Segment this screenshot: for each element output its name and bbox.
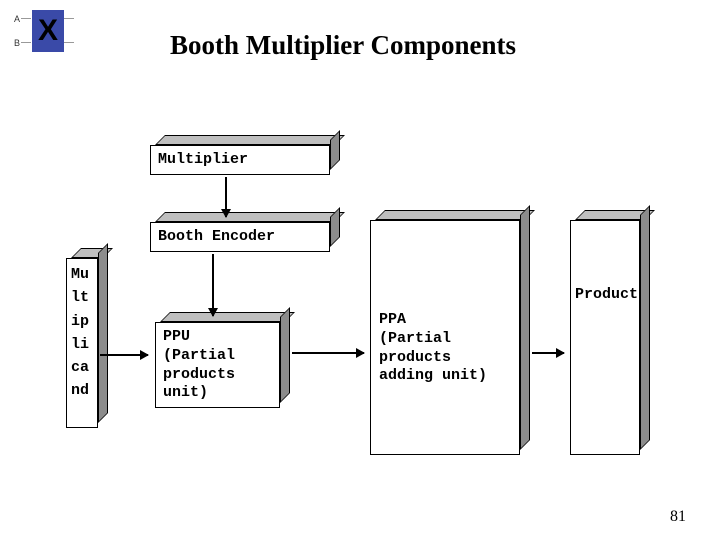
node-side-face — [98, 243, 108, 423]
node-label: PPU (Partial products unit) — [155, 322, 280, 408]
node-ppu: PPU (Partial products unit) — [155, 322, 280, 408]
multiplicand-label: Mu lt ip li ca nd — [71, 266, 89, 399]
node-top-face — [155, 212, 345, 222]
node-label: Mu lt ip li ca nd — [66, 258, 98, 428]
node-top-face — [160, 312, 295, 322]
multiplier-label: Multiplier — [158, 151, 248, 168]
arrow-multiplier-to-encoder — [225, 177, 227, 217]
diagram: Multiplier Booth Encoder Mu lt ip li ca … — [0, 0, 720, 540]
node-label: Product — [570, 220, 640, 455]
ppa-label: PPA (Partial products adding unit) — [379, 311, 487, 386]
node-multiplier: Multiplier — [150, 145, 330, 175]
node-side-face — [280, 307, 290, 403]
node-encoder: Booth Encoder — [150, 222, 330, 252]
node-multiplicand: Mu lt ip li ca nd — [66, 258, 98, 428]
node-side-face — [640, 205, 650, 450]
arrow-ppa-to-product — [532, 352, 564, 354]
arrow-encoder-to-ppu — [212, 254, 214, 316]
arrow-ppu-to-ppa — [292, 352, 364, 354]
node-ppa: PPA (Partial products adding unit) — [370, 220, 520, 455]
arrow-multiplicand-to-ppu — [100, 354, 148, 356]
page-number: 81 — [670, 508, 686, 526]
node-top-face — [155, 135, 345, 145]
encoder-label: Booth Encoder — [158, 228, 275, 245]
node-label: Booth Encoder — [150, 222, 330, 252]
node-side-face — [520, 205, 530, 450]
node-label: Multiplier — [150, 145, 330, 175]
node-product: Product — [570, 220, 640, 455]
ppu-label: PPU (Partial products unit) — [163, 328, 235, 401]
product-label: Product — [575, 286, 638, 305]
node-top-face — [375, 210, 535, 220]
node-label: PPA (Partial products adding unit) — [370, 220, 520, 455]
